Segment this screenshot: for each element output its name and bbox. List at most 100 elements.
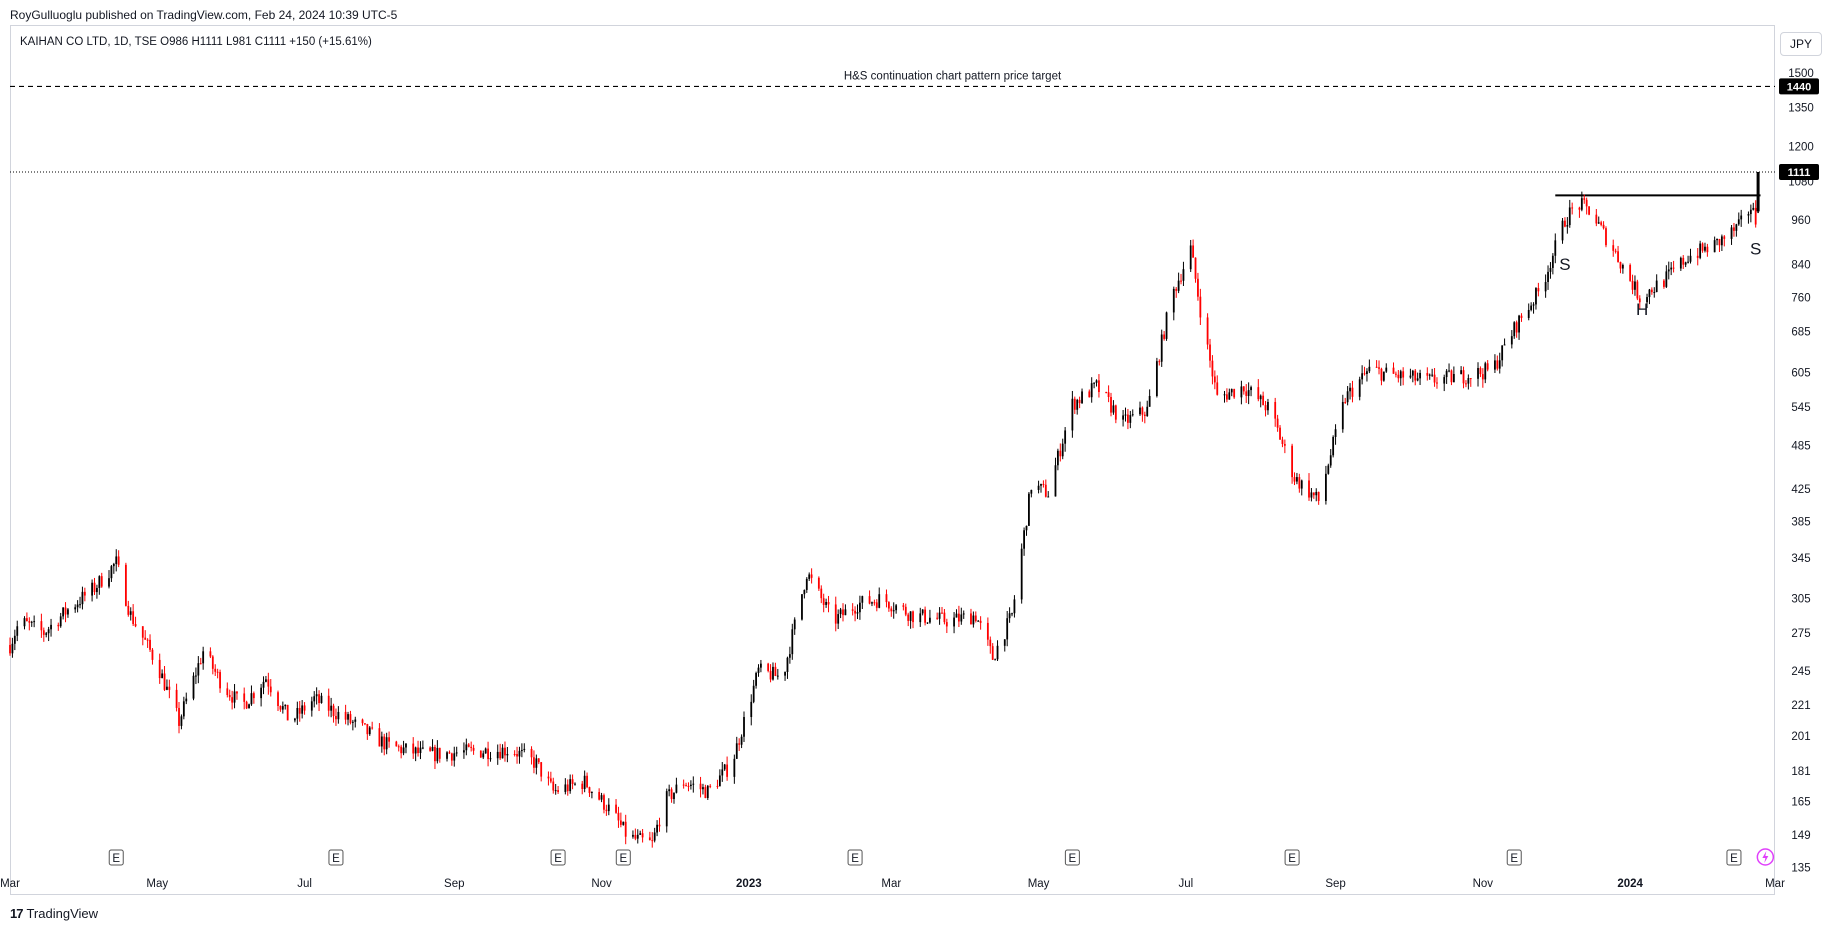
candle-body — [656, 824, 658, 833]
candle-body — [1233, 389, 1236, 398]
candle-body — [332, 705, 335, 716]
candle-body — [361, 719, 364, 724]
price-axis[interactable]: 135 149 165 181 201 221 245 275 305 345 385 425 485 5… — [1779, 68, 1819, 875]
candle-body — [1395, 373, 1397, 375]
x-tick-label: Mar — [1765, 878, 1785, 890]
candle-body — [723, 764, 726, 770]
candle-body — [842, 609, 844, 616]
candle-body — [366, 724, 369, 735]
candle-body — [943, 612, 946, 623]
price-label: 1111 — [1788, 167, 1811, 179]
y-tick-label: 425 — [1791, 484, 1810, 496]
candle-body — [600, 795, 603, 800]
candle-body — [1093, 382, 1096, 384]
currency-button[interactable]: JPY — [1780, 32, 1822, 56]
candle-body — [185, 698, 188, 702]
x-tick-label: Jul — [1179, 878, 1194, 890]
candle-body — [651, 840, 654, 842]
candle-body — [735, 743, 738, 759]
candle-body — [1605, 228, 1607, 246]
candle-body — [641, 833, 644, 838]
earnings-badge-label: E — [1510, 853, 1518, 865]
candle-body — [1469, 378, 1472, 380]
candle-body — [151, 649, 154, 660]
candle-body — [1349, 387, 1351, 392]
candle-body — [298, 707, 301, 714]
candle-body — [586, 775, 588, 788]
candle-body — [1247, 390, 1250, 396]
time-axis[interactable]: Mar May Jul Sep Nov 2023 Mar May Jul Sep Nov 2024 Ma… — [0, 878, 1785, 890]
y-tick-label: 545 — [1791, 402, 1810, 414]
candle-body — [1230, 389, 1233, 393]
price-label-bg — [1779, 78, 1819, 95]
candle-body — [1124, 414, 1127, 416]
candle-body — [1554, 240, 1557, 256]
candle-body — [303, 705, 306, 711]
candle-body — [615, 804, 617, 813]
chart-frame — [10, 25, 1775, 895]
earnings-badge-label: E — [554, 853, 562, 865]
candle-body — [1011, 613, 1013, 615]
x-tick-label: May — [146, 878, 168, 890]
candle-body — [199, 663, 202, 665]
candle-body — [1411, 370, 1414, 376]
candle-body — [301, 705, 304, 714]
candle-body — [603, 795, 605, 810]
candle-body — [74, 607, 77, 610]
symbol-info-line[interactable]: KAIHAN CO LTD, 1D, TSE O986 H1111 L981 C… — [20, 36, 372, 48]
candle-body — [1535, 288, 1537, 305]
candle-body — [1588, 206, 1590, 215]
price-label: 1440 — [1787, 81, 1811, 93]
candle-body — [583, 775, 586, 790]
candle-body — [23, 618, 26, 627]
y-tick-label: 605 — [1791, 368, 1810, 380]
candle-body — [1380, 368, 1383, 381]
candle-body — [1267, 401, 1269, 411]
candle-body — [1667, 269, 1670, 272]
candle-body — [769, 670, 772, 680]
candle-body — [129, 611, 132, 615]
candle-body — [226, 688, 229, 696]
candle-body — [79, 604, 81, 606]
last-candle-body — [1756, 172, 1760, 212]
candle-body — [740, 736, 743, 745]
candle-body — [991, 646, 994, 660]
candle-body — [892, 610, 895, 612]
candle-body — [919, 613, 922, 623]
candle-body — [907, 614, 910, 621]
candle-body — [1064, 430, 1067, 444]
pattern-label: S — [1750, 240, 1761, 259]
candle-body — [825, 602, 828, 605]
candle-body — [535, 758, 538, 768]
candle-body — [858, 602, 861, 613]
footer-brand[interactable]: 17 TradingView — [10, 906, 98, 921]
candle-body — [1112, 405, 1115, 413]
candle-body — [269, 686, 272, 693]
candle-body — [1139, 407, 1141, 415]
candle-body — [1129, 415, 1132, 423]
candle-body — [313, 696, 316, 702]
candle-body — [1061, 443, 1064, 457]
candle-body — [1160, 334, 1163, 362]
candle-body — [279, 706, 282, 710]
candle-body — [330, 705, 333, 711]
y-tick-label: 385 — [1791, 517, 1810, 529]
candle-body — [1436, 382, 1438, 384]
candle-body — [1110, 396, 1112, 413]
candle-body — [1706, 246, 1709, 253]
candle-body — [1242, 386, 1245, 392]
candle-body — [364, 723, 366, 725]
y-tick-label: 275 — [1791, 628, 1810, 640]
candle-body — [1076, 399, 1079, 410]
candle-body — [1363, 373, 1366, 375]
candle-body — [979, 620, 982, 623]
candle-body — [1551, 255, 1554, 268]
candle-body — [513, 753, 516, 755]
candle-body — [47, 629, 50, 634]
candle-body — [149, 639, 151, 650]
candle-body — [1385, 367, 1388, 372]
candle-body — [134, 624, 137, 627]
candle-body — [1532, 304, 1535, 306]
